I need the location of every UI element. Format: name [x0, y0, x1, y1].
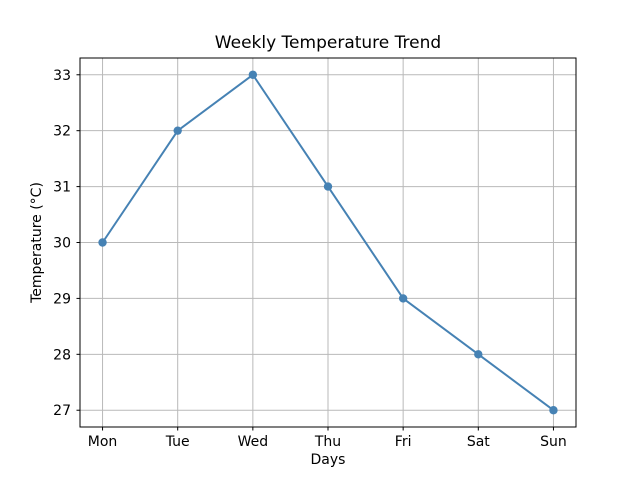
data-point-marker [549, 406, 558, 415]
grid-lines [80, 58, 576, 427]
x-axis-label: Days [311, 452, 346, 468]
y-tick-label: 32 [53, 124, 71, 140]
y-tick-label: 27 [53, 403, 71, 419]
data-point-marker [173, 126, 182, 135]
x-tick-label: Thu [314, 434, 341, 450]
temperature-series [98, 70, 558, 415]
data-point-marker [398, 294, 408, 303]
y-tick-label: 29 [53, 291, 71, 307]
data-point-marker [323, 182, 333, 191]
x-tick-label: Sun [540, 434, 567, 450]
data-point-marker [248, 70, 258, 79]
chart-title: Weekly Temperature Trend [215, 33, 441, 53]
x-tick-label: Sat [467, 434, 490, 450]
y-tick-label: 33 [53, 68, 71, 84]
x-tick-label: Fri [395, 434, 412, 450]
data-point-marker [98, 238, 107, 247]
y-tick-label: 28 [53, 347, 71, 363]
x-tick-label: Mon [88, 434, 118, 450]
y-axis-label: Temperature (°C) [29, 182, 45, 304]
y-tick-label: 31 [53, 180, 71, 196]
data-point-marker [474, 350, 483, 359]
tick-labels: Mon Tue Wed Thu Fri Sat Sun 27 28 29 30 31 32 33 [53, 68, 567, 450]
y-tick-label: 30 [53, 236, 71, 252]
axis-ticks [76, 74, 554, 431]
x-tick-label: Wed [238, 434, 269, 450]
x-tick-label: Tue [165, 434, 190, 450]
